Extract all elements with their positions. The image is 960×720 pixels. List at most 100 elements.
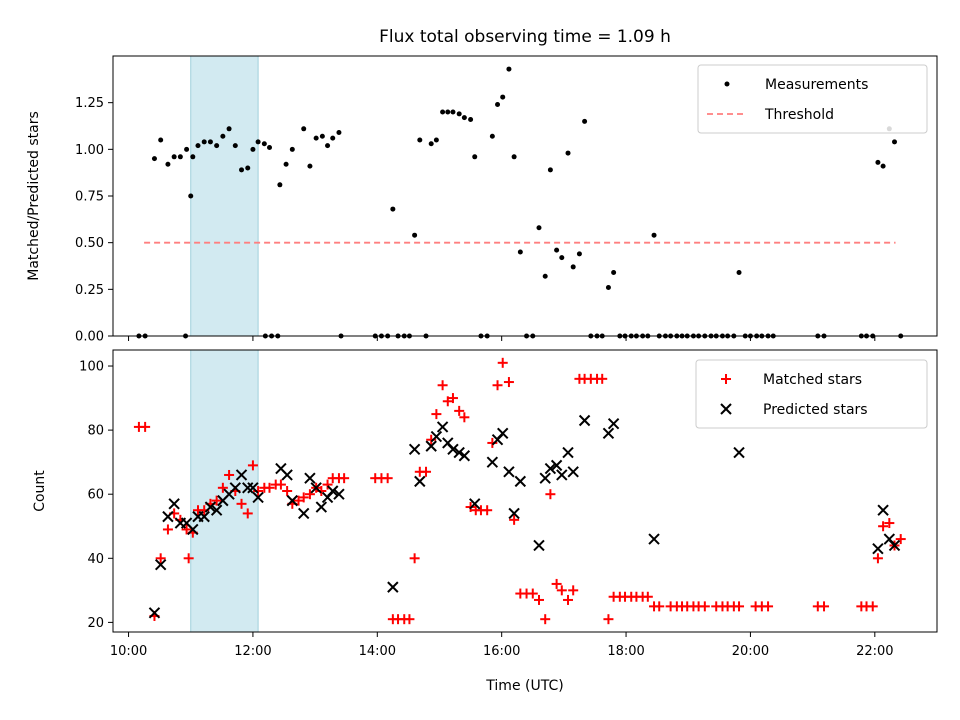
measurement-point bbox=[500, 94, 506, 100]
matched-star-point bbox=[642, 591, 653, 602]
predicted-star-point bbox=[187, 523, 199, 536]
predicted-star-point bbox=[286, 494, 299, 507]
predicted-star-point bbox=[453, 446, 465, 459]
measurement-point bbox=[542, 273, 548, 279]
matched-star-point bbox=[867, 601, 878, 612]
matched-star-point bbox=[509, 514, 520, 525]
x-tick-label: 10:00 bbox=[110, 644, 147, 659]
matched-star-point bbox=[533, 594, 544, 605]
y-tick-label-bottom: 100 bbox=[79, 360, 104, 375]
matched-star-point bbox=[437, 380, 448, 391]
x-ticks-bottom: 10:00 12:00 14:00 16:00 18:00 20:00 22:00 bbox=[110, 632, 894, 659]
predicted-star-point bbox=[514, 475, 527, 488]
predicted-star-point bbox=[567, 466, 579, 478]
measurement-point bbox=[417, 137, 423, 143]
measurement-point bbox=[472, 154, 478, 160]
measurement-point bbox=[892, 139, 898, 145]
matched-star-point bbox=[382, 473, 393, 484]
matched-star-point bbox=[247, 460, 258, 471]
measurement-point bbox=[461, 115, 467, 121]
predicted-star-point bbox=[539, 472, 551, 484]
matched-star-point bbox=[304, 489, 315, 500]
measurement-point bbox=[440, 109, 446, 115]
predicted-star-point bbox=[486, 456, 499, 468]
measurement-point bbox=[651, 232, 657, 238]
matched-star-point bbox=[183, 553, 194, 564]
matched-star-point bbox=[421, 466, 432, 477]
measurement-point bbox=[171, 154, 177, 160]
predicted-star-point bbox=[436, 421, 449, 433]
y-tick-label-bottom: 20 bbox=[87, 616, 104, 631]
predicted-star-point bbox=[562, 446, 574, 459]
measurement-point bbox=[736, 270, 742, 276]
matched-star-point bbox=[563, 594, 574, 605]
measurement-point bbox=[289, 146, 295, 152]
x-ticks-top bbox=[128, 336, 876, 341]
matched-star-point bbox=[654, 601, 665, 612]
measurement-point bbox=[277, 182, 283, 188]
measurement-point bbox=[177, 154, 183, 160]
predicted-star-point bbox=[430, 430, 443, 443]
measurement-point bbox=[220, 133, 226, 139]
predicted-star-point bbox=[162, 510, 174, 523]
predicted-star-point bbox=[210, 504, 223, 516]
legend-box-top bbox=[697, 64, 928, 134]
legend-label-predicted: Predicted stars bbox=[763, 402, 868, 418]
matched-star-point bbox=[409, 553, 420, 564]
predicted-star-point bbox=[327, 485, 339, 497]
measurement-point bbox=[428, 141, 434, 147]
matched-star-point bbox=[442, 396, 453, 407]
measurement-point bbox=[165, 161, 171, 167]
y-tick-label-top: 0.75 bbox=[75, 190, 104, 205]
matched-star-point bbox=[236, 498, 247, 509]
y-tick-label-bottom: 60 bbox=[87, 488, 104, 503]
matched-star-point bbox=[459, 412, 470, 423]
matched-star-point bbox=[895, 534, 906, 545]
measurement-point bbox=[511, 154, 517, 160]
predicted-star-point bbox=[252, 491, 264, 504]
y-tick-label-top: 1.25 bbox=[75, 96, 104, 111]
legend-label-matched: Matched stars bbox=[763, 372, 862, 388]
measurement-point bbox=[506, 66, 512, 72]
matched-star-point bbox=[181, 524, 192, 535]
predicted-star-point bbox=[198, 510, 210, 523]
predicted-star-point bbox=[414, 475, 426, 488]
legend-marker-predicted bbox=[720, 403, 732, 415]
matched-star-point bbox=[699, 601, 710, 612]
x-tick-label: 14:00 bbox=[359, 644, 396, 659]
measurement-point bbox=[336, 130, 342, 136]
predicted-star-point bbox=[387, 581, 399, 593]
measurement-point bbox=[445, 109, 451, 115]
matched-star-point bbox=[884, 518, 895, 529]
measurement-point bbox=[330, 135, 336, 141]
matched-star-point bbox=[503, 377, 514, 388]
matched-star-point bbox=[293, 495, 304, 506]
legend-box-bottom bbox=[695, 359, 928, 429]
chart-title: Flux total observing time = 1.09 h bbox=[379, 27, 671, 47]
predicted-star-point bbox=[578, 414, 591, 427]
matched-star-point bbox=[155, 553, 166, 564]
predicted-star-point bbox=[533, 539, 545, 552]
measurement-point bbox=[301, 126, 307, 132]
matched-star-point bbox=[404, 614, 415, 625]
measurement-point bbox=[325, 143, 331, 149]
predicted-star-point bbox=[235, 469, 248, 481]
measurement-point bbox=[250, 146, 256, 152]
predicted-star-point bbox=[602, 427, 615, 440]
predicted-star-point bbox=[447, 443, 459, 456]
measurement-point bbox=[188, 193, 194, 199]
legend-marker-measurements bbox=[724, 81, 730, 87]
measurement-point bbox=[195, 143, 201, 149]
matched-star-point bbox=[339, 473, 350, 484]
matched-star-points bbox=[133, 357, 906, 625]
y-axis-label-top: Matched/Predicted stars bbox=[26, 111, 42, 281]
matched-star-point bbox=[497, 357, 508, 368]
predicted-star-point bbox=[648, 533, 660, 545]
highlight-span-bottom bbox=[190, 349, 259, 633]
measurement-point bbox=[207, 139, 213, 145]
legend-marker-matched bbox=[721, 374, 731, 384]
measurement-point bbox=[313, 135, 319, 141]
measurement-point bbox=[158, 137, 164, 143]
predicted-star-point bbox=[503, 466, 515, 478]
predicted-star-point bbox=[877, 504, 889, 516]
